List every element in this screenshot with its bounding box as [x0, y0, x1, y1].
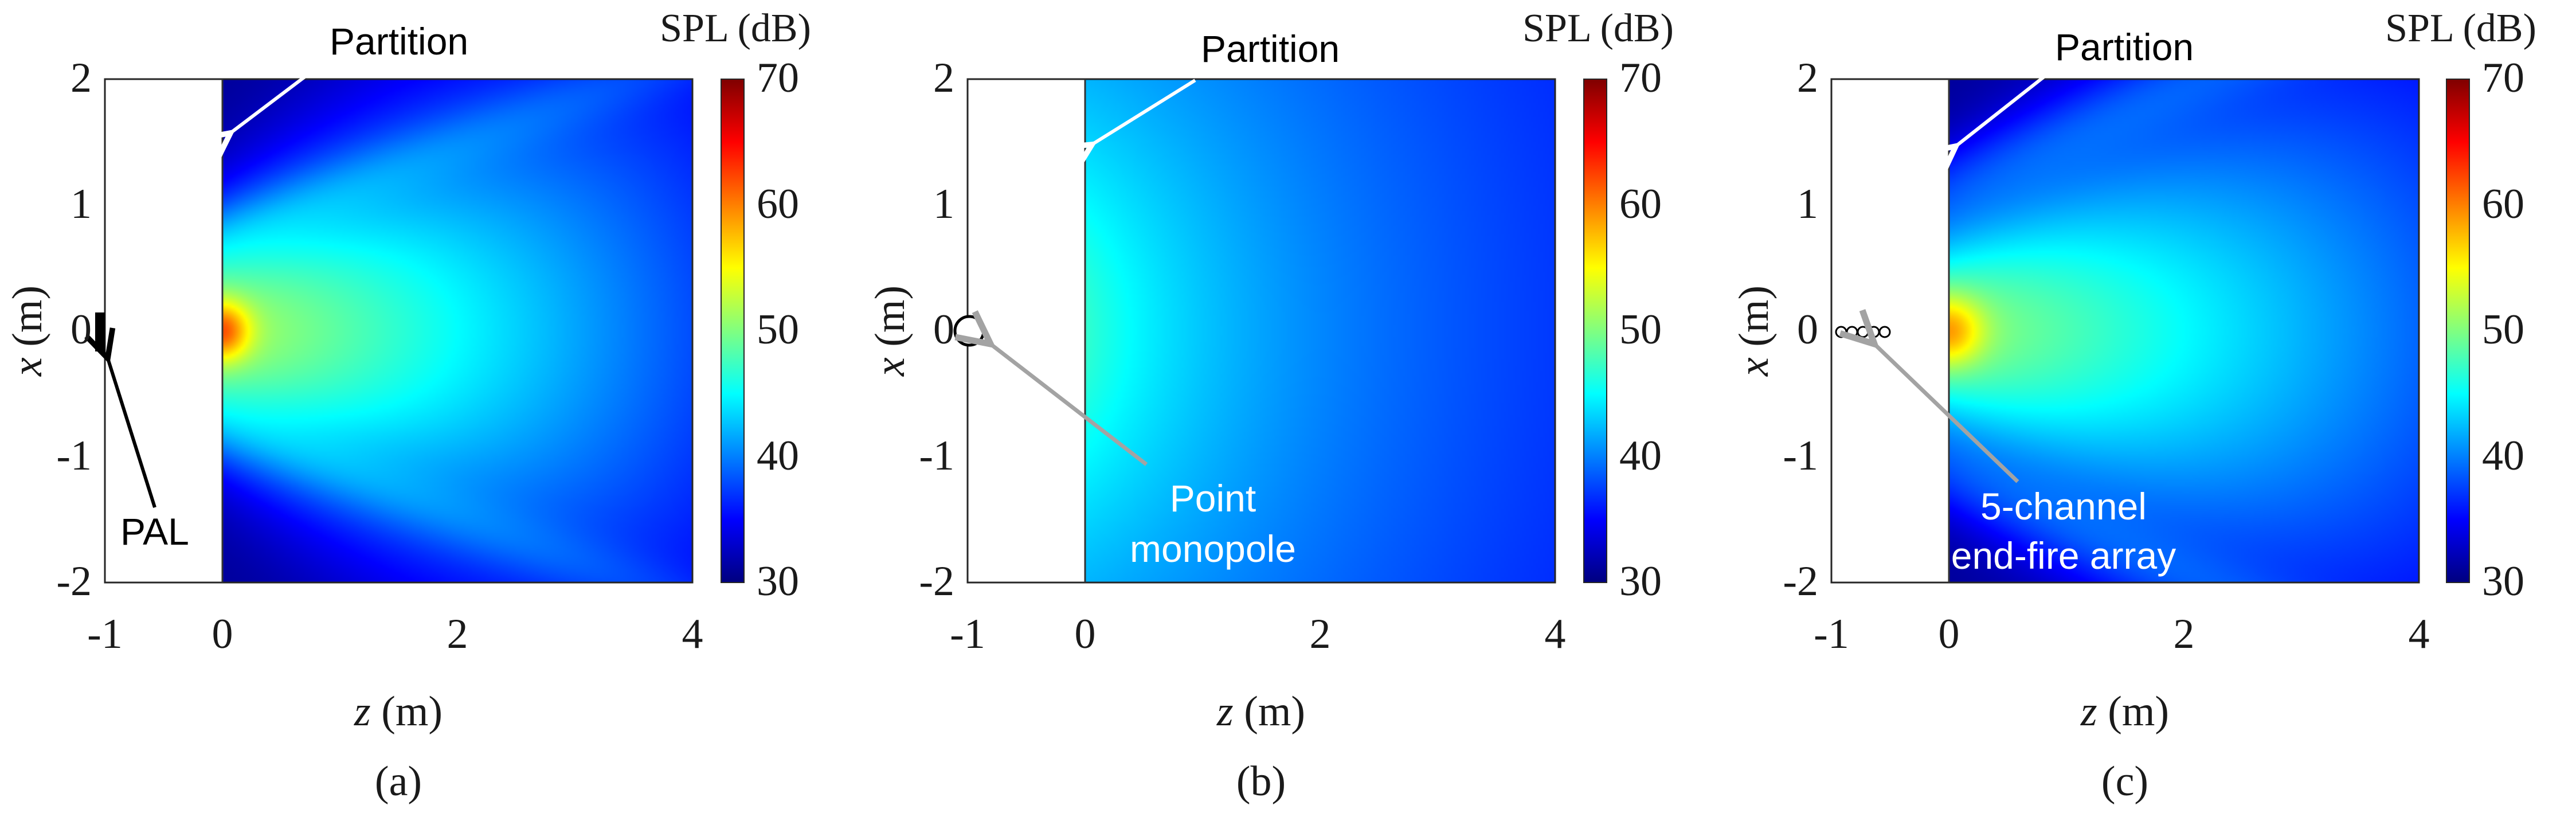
array-element-3 — [1857, 326, 1869, 338]
colorbar-title-a: SPL (dB) — [660, 6, 811, 50]
plot-frame-c — [1830, 78, 2420, 584]
x-tick-b-2: 2 — [1310, 611, 1331, 658]
colorbar-tick-b-30: 30 — [1619, 558, 1662, 605]
x-tick-b-1: 0 — [1075, 611, 1096, 658]
heatmap-image-a — [222, 79, 692, 583]
y-tick-labels-b: 2 1 0 -1 -2 — [919, 54, 954, 605]
pal-annotation: PAL — [120, 510, 189, 553]
x-tick-c-0: -1 — [1814, 611, 1849, 658]
point-monopole-arrow — [991, 344, 1148, 466]
end-fire-array-markers — [1835, 326, 1891, 338]
y-tick-a-0: 2 — [71, 54, 92, 101]
colorbar-tick-b-70: 70 — [1619, 54, 1662, 101]
x-tick-c-3: 4 — [2409, 611, 2430, 658]
y-tick-b-2: 0 — [933, 306, 954, 353]
point-monopole-annotation-line2: monopole — [1130, 527, 1296, 570]
colorbar-a: SPL (dB) 70 60 50 40 30 — [660, 6, 811, 605]
colorbar-tick-b-40: 40 — [1619, 432, 1662, 479]
x-tick-c-1: 0 — [1939, 611, 1960, 658]
colorbar-b: SPL (dB) 70 60 50 40 30 — [1522, 6, 1674, 605]
y-tick-c-2: 0 — [1797, 306, 1818, 353]
y-tick-c-0: 2 — [1797, 54, 1818, 101]
colorbar-tick-a-40: 40 — [757, 432, 799, 479]
heatmap-field-c — [1949, 79, 2419, 583]
y-tick-a-2: 0 — [71, 306, 92, 353]
colorbar-tick-c-40: 40 — [2482, 432, 2524, 479]
panel-b: Partition Point monopole 2 1 0 -1 -2 x (… — [867, 6, 1674, 805]
x-tick-a-1: 0 — [212, 611, 233, 658]
colorbar-gradient-c — [2446, 79, 2470, 583]
x-tick-b-3: 4 — [1545, 611, 1566, 658]
partition-arrow-a — [230, 58, 328, 133]
heatmap-image-b — [1085, 79, 1555, 583]
partition-annotation-a: Partition — [330, 20, 468, 62]
x-tick-labels-b: -1 0 2 4 — [950, 611, 1565, 658]
partition-arrow-c — [1956, 64, 2059, 146]
colorbar-tick-c-50: 50 — [2482, 306, 2524, 353]
colorbar-title-c: SPL (dB) — [2385, 6, 2536, 50]
end-fire-annotation-line2: end-fire array — [1951, 534, 2176, 577]
panel-label-b: (b) — [1236, 758, 1286, 805]
array-element-4 — [1868, 326, 1880, 338]
heatmap-field-b — [1085, 79, 1555, 583]
colorbar-tick-c-70: 70 — [2482, 54, 2524, 101]
colorbar-tick-c-60: 60 — [2482, 181, 2524, 228]
colorbar-gradient-a — [721, 79, 745, 583]
y-axis-label-a: x (m) — [4, 286, 51, 377]
y-tick-c-4: -2 — [1783, 558, 1818, 605]
pal-arrow — [108, 358, 156, 508]
x-tick-a-3: 4 — [682, 611, 703, 658]
partition-annotation-b: Partition — [1201, 28, 1340, 70]
x-tick-b-0: -1 — [950, 611, 985, 658]
colorbar-gradient-b — [1583, 79, 1607, 583]
y-tick-a-3: -1 — [56, 432, 92, 479]
x-axis-label-c: z (m) — [2080, 688, 2169, 735]
x-axis-label-a: z (m) — [354, 688, 443, 735]
array-element-2 — [1846, 326, 1858, 338]
colorbar-tick-b-60: 60 — [1619, 181, 1662, 228]
y-tick-a-1: 1 — [71, 181, 92, 228]
panel-a: Partition PAL 2 1 0 -1 -2 x (m) -1 0 2 4… — [4, 6, 811, 805]
y-tick-b-0: 2 — [933, 54, 954, 101]
y-tick-c-3: -1 — [1783, 432, 1818, 479]
partition-arrow-b — [1092, 79, 1196, 144]
y-tick-b-3: -1 — [919, 432, 954, 479]
array-element-5 — [1878, 326, 1891, 338]
x-tick-labels-c: -1 0 2 4 — [1814, 611, 2429, 658]
heatmap-field-a — [222, 79, 692, 583]
y-tick-b-1: 1 — [933, 181, 954, 228]
array-element-1 — [1835, 326, 1847, 338]
panel-label-c: (c) — [2101, 758, 2148, 805]
point-monopole-annotation-line1: Point — [1170, 477, 1256, 519]
point-monopole-marker — [953, 315, 985, 347]
x-tick-labels-a: -1 0 2 4 — [87, 611, 703, 658]
end-fire-annotation-line1: 5-channel — [1980, 485, 2147, 527]
panel-label-a: (a) — [375, 758, 422, 805]
y-tick-labels-c: 2 1 0 -1 -2 — [1783, 54, 1818, 605]
end-fire-array-arrow — [1874, 344, 2019, 483]
colorbar-tick-a-70: 70 — [757, 54, 799, 101]
colorbar-tick-c-30: 30 — [2482, 558, 2524, 605]
x-tick-c-2: 2 — [2174, 611, 2195, 658]
colorbar-title-b: SPL (dB) — [1522, 6, 1674, 50]
colorbar-tick-a-30: 30 — [757, 558, 799, 605]
y-tick-a-4: -2 — [56, 558, 92, 605]
panel-c: Partition 5-channel end-fire array 2 1 0… — [1731, 6, 2536, 805]
y-tick-c-1: 1 — [1797, 181, 1818, 228]
y-axis-label-c: x (m) — [1731, 286, 1778, 377]
x-axis-label-b: z (m) — [1216, 688, 1305, 735]
pal-source-marker — [95, 312, 105, 351]
x-tick-a-0: -1 — [87, 611, 123, 658]
x-tick-a-2: 2 — [447, 611, 468, 658]
partition-annotation-c: Partition — [2055, 26, 2194, 68]
heatmap-image-c — [1949, 79, 2419, 583]
colorbar-tick-a-50: 50 — [757, 306, 799, 353]
y-tick-labels-a: 2 1 0 -1 -2 — [56, 54, 92, 605]
colorbar-tick-b-50: 50 — [1619, 306, 1662, 353]
y-tick-b-4: -2 — [919, 558, 954, 605]
colorbar-c: SPL (dB) 70 60 50 40 30 — [2385, 6, 2536, 605]
colorbar-tick-a-60: 60 — [757, 181, 799, 228]
y-axis-label-b: x (m) — [867, 286, 914, 377]
